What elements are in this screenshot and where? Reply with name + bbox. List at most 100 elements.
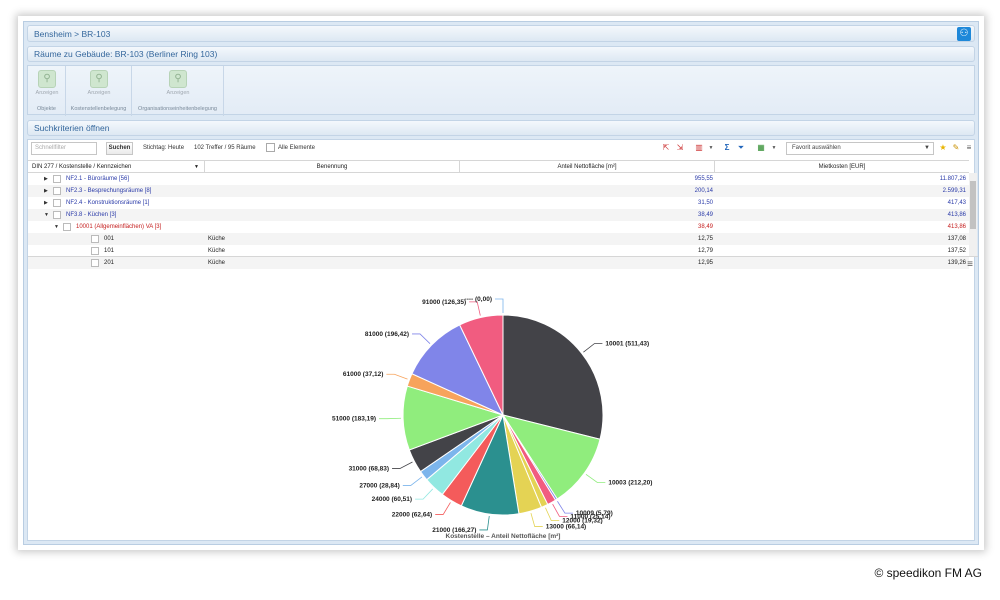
column-header-mietkosten[interactable]: Mietkosten [EUR] xyxy=(818,164,866,170)
expand-icon[interactable]: ▶ xyxy=(44,200,48,206)
breadcrumb-text[interactable]: Bensheim > BR-103 xyxy=(34,28,111,39)
table-row[interactable]: ▼ 10001 (Allgemeinflächen) VA [3] 38,49 413… xyxy=(28,221,969,233)
pie-data-label: 24000 (60,51) xyxy=(372,496,412,503)
search-icon[interactable]: ⚲ xyxy=(90,70,108,88)
search-icon[interactable]: ⚲ xyxy=(38,70,56,88)
data-grid: DIN 277 / Kostenstelle / Kennzeichen ▼ B… xyxy=(28,160,969,269)
pie-data-label: 12000 (19,32) xyxy=(562,517,602,524)
collapse-icon[interactable]: ▼ xyxy=(54,224,59,230)
ribbon-group-label: Objekte xyxy=(37,106,56,112)
menu-icon[interactable]: ≡ xyxy=(966,143,972,152)
anzeigen-kostenstellen-button[interactable]: Anzeigen xyxy=(87,90,111,96)
cell-mietkosten: 137,52 xyxy=(947,248,966,254)
cell-din277: 10001 (Allgemeinflächen) VA [3] xyxy=(76,224,162,230)
pie-connector xyxy=(402,476,423,486)
chart-panel: ≡ 10001 (511,43) 10003 (212,20) 10009 (5,7… xyxy=(28,256,978,543)
scrollbar-thumb[interactable] xyxy=(970,181,976,229)
pie-connector xyxy=(552,503,568,517)
cell-din277: NF2.3 - Besprechungsräume [8] xyxy=(66,188,152,194)
column-header-din277[interactable]: DIN 277 / Kostenstelle / Kennzeichen ▼ xyxy=(28,161,205,173)
star-icon[interactable]: ★ xyxy=(939,143,947,152)
anzeigen-organisation-button[interactable]: Anzeigen xyxy=(166,90,190,96)
pie-connector xyxy=(386,373,408,380)
row-checkbox[interactable] xyxy=(63,223,71,231)
pie-connector xyxy=(412,333,431,345)
row-checkbox[interactable] xyxy=(91,259,99,267)
chevron-down-icon[interactable]: ▼ xyxy=(708,145,714,151)
row-checkbox[interactable] xyxy=(91,247,99,255)
pie-connector xyxy=(392,461,413,469)
pie-data-label: 10003 (212,20) xyxy=(608,480,652,487)
table-row[interactable]: 101 Küche 12,79 137,52 xyxy=(28,245,969,257)
export-icon[interactable]: ⇱ xyxy=(662,143,670,152)
search-icon[interactable]: ⚲ xyxy=(169,70,187,88)
export-alt-icon[interactable]: ⇲ xyxy=(676,143,684,152)
cell-din277: 201 xyxy=(104,260,115,266)
copyright-notice: © speedikon FM AG xyxy=(874,566,982,580)
cell-benennung: Küche xyxy=(208,236,226,242)
pie-data-label: 51000 (183,19) xyxy=(332,416,376,423)
cell-din277: NF3.8 - Küchen [3] xyxy=(66,212,117,218)
all-elements-checkbox[interactable] xyxy=(266,143,275,152)
ribbon-group-kostenstellen: ⚲ Anzeigen Kostenstellenbelegung xyxy=(66,66,132,116)
table-row[interactable]: ▼ NF3.8 - Küchen [3] 38,49 413,86 xyxy=(28,209,969,221)
edit-favorite-icon[interactable]: ✎ xyxy=(952,143,960,152)
favorite-select[interactable]: Favorit auswählen ▼ xyxy=(786,142,934,155)
excel-icon[interactable]: ▦ xyxy=(757,143,765,152)
page-title: Räume zu Gebäude: BR-103 (Berliner Ring … xyxy=(27,46,975,62)
expand-icon[interactable]: ▶ xyxy=(44,188,48,194)
table-row[interactable]: 001 Küche 12,75 137,08 xyxy=(28,233,969,245)
favorite-select-value: Favorit auswählen xyxy=(792,145,841,151)
cell-nettoflaeche: 31,50 xyxy=(697,200,713,206)
search-criteria-label[interactable]: Suchkriterien öffnen xyxy=(34,123,110,133)
cell-nettoflaeche: 200,14 xyxy=(694,188,713,194)
pie-data-label: 91000 (126,35) xyxy=(422,299,466,306)
cell-mietkosten: 413,86 xyxy=(947,224,966,230)
table-row[interactable]: ▶ NF2.4 - Konstruktionsräume [1] 31,50 417,… xyxy=(28,197,969,209)
search-button[interactable]: Suchen xyxy=(106,142,133,155)
sum-icon[interactable]: Σ xyxy=(724,143,730,152)
ribbon-group-label: Kostenstellenbelegung xyxy=(70,106,127,112)
anzeigen-objekte-button[interactable]: Anzeigen xyxy=(35,90,59,96)
chart-icon[interactable]: ▥ xyxy=(695,143,703,152)
grid-scrollbar[interactable] xyxy=(969,173,977,256)
pie-connector xyxy=(545,507,560,521)
cell-nettoflaeche: 955,55 xyxy=(694,176,713,182)
table-row[interactable]: 201 Küche 12,95 139,26 xyxy=(28,257,969,269)
cell-mietkosten: 11.807,26 xyxy=(939,176,966,182)
help-icon[interactable]: ⚇ xyxy=(957,27,971,41)
pie-connector xyxy=(435,502,451,515)
row-checkbox[interactable] xyxy=(53,199,61,207)
search-criteria-toggle[interactable]: Suchkriterien öffnen xyxy=(27,120,975,136)
filter-icon[interactable]: ⏷ xyxy=(737,143,745,152)
table-row[interactable]: ▶ NF2.1 - Büroräume [56] 955,55 11.807,26 xyxy=(28,173,969,185)
pie-chart: 10001 (511,43) 10003 (212,20) 10009 (5,79)… xyxy=(332,296,652,540)
ribbon-group-organisationseinheiten: ⚲ Anzeigen Organisationseinheitenbelegun… xyxy=(132,66,224,116)
chevron-down-icon[interactable]: ▼ xyxy=(194,164,199,170)
pie-slice[interactable] xyxy=(502,314,604,440)
pie-slice[interactable] xyxy=(501,414,601,500)
quickfilter-input[interactable]: Schnellfilter xyxy=(31,142,97,155)
chevron-down-icon[interactable]: ▼ xyxy=(771,145,777,151)
row-checkbox[interactable] xyxy=(53,187,61,195)
pie-connector xyxy=(530,512,543,527)
expand-icon[interactable]: ▶ xyxy=(44,176,48,182)
column-header-benennung[interactable]: Benennung xyxy=(205,161,460,173)
row-checkbox[interactable] xyxy=(53,175,61,183)
grid-header: DIN 277 / Kostenstelle / Kennzeichen ▼ B… xyxy=(28,160,969,173)
cell-din277: NF2.4 - Konstruktionsräume [1] xyxy=(66,200,150,206)
pie-slice[interactable] xyxy=(411,324,505,417)
chart-menu-icon[interactable]: ≡ xyxy=(967,259,973,270)
pie-data-label: 31000 (68,83) xyxy=(349,465,389,472)
cell-nettoflaeche: 12,75 xyxy=(697,236,713,242)
column-header-nettoflaeche[interactable]: Anteil Nettofläche [m²] xyxy=(460,161,715,173)
row-checkbox[interactable] xyxy=(53,211,61,219)
cell-mietkosten: 139,26 xyxy=(947,260,966,266)
collapse-icon[interactable]: ▼ xyxy=(44,212,49,218)
pie-connector xyxy=(479,516,490,531)
row-checkbox[interactable] xyxy=(91,235,99,243)
pie-data-label: 11000 (25,14) xyxy=(570,513,610,520)
ribbon-group-objekte: ⚲ Anzeigen Objekte xyxy=(28,66,66,116)
table-row[interactable]: ▶ NF2.3 - Besprechungsräume [8] 200,14 2.59… xyxy=(28,185,969,197)
pie-slice[interactable] xyxy=(458,314,504,416)
